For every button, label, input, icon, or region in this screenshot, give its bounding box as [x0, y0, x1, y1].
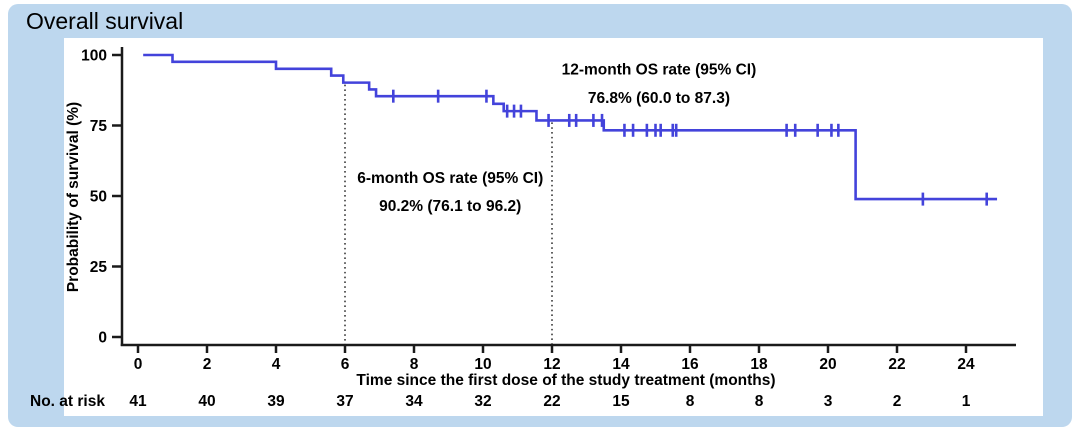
y-tick-label: 50: [90, 189, 107, 206]
y-tick-label: 75: [90, 118, 108, 135]
x-tick-label: 8: [410, 356, 419, 373]
x-tick-label: 18: [750, 356, 768, 373]
os-rate-annotation-line: 90.2% (76.1 to 96.2): [379, 198, 521, 215]
x-tick-label: 20: [819, 356, 836, 373]
at-risk-value: 41: [129, 393, 147, 410]
x-tick-label: 22: [888, 356, 905, 373]
at-risk-value: 2: [893, 393, 902, 410]
y-axis-title: Probability of survival (%): [65, 102, 82, 292]
at-risk-value: 8: [755, 393, 764, 410]
x-tick-label: 16: [681, 356, 699, 373]
x-tick-label: 12: [543, 356, 560, 373]
y-tick-label: 25: [90, 259, 108, 276]
y-tick-label: 0: [98, 330, 107, 347]
reference-lines-group: [344, 84, 553, 344]
os-rate-annotation-line: 6-month OS rate (95% CI): [357, 170, 543, 187]
plot-panel: [64, 38, 1043, 416]
at-risk-label: No. at risk: [30, 393, 105, 410]
annotations-group: 12-month OS rate (95% CI) 76.8% (60.0 to …: [357, 62, 756, 215]
y-tick-label: 100: [81, 48, 107, 65]
at-risk-value: 3: [824, 393, 833, 410]
figure-title: Overall survival: [26, 8, 183, 34]
x-tick-label: 14: [612, 356, 630, 373]
x-axis-title: Time since the first dose of the study t…: [356, 372, 775, 389]
x-tick-label: 6: [341, 356, 350, 373]
x-tick-label: 2: [203, 356, 212, 373]
at-risk-value: 40: [198, 393, 215, 410]
at-risk-value: 34: [405, 393, 423, 410]
os-rate-annotation-line: 76.8% (60.0 to 87.3): [588, 90, 730, 107]
survival-curve-group: [143, 53, 998, 206]
x-tick-label: 24: [957, 356, 975, 373]
km-step-curve: [143, 53, 998, 201]
os-rate-annotation-line: 12-month OS rate (95% CI): [562, 62, 757, 79]
at-risk-value: 15: [612, 393, 630, 410]
x-tick-label: 10: [474, 356, 491, 373]
at-risk-value: 39: [267, 393, 285, 410]
at-risk-value: 32: [474, 393, 491, 410]
at-risk-value: 22: [543, 393, 560, 410]
x-tick-label: 0: [134, 356, 143, 373]
at-risk-value: 1: [962, 393, 971, 410]
at-risk-value: 37: [336, 393, 353, 410]
at-risk-value: 8: [686, 393, 695, 410]
x-tick-label: 4: [272, 356, 281, 373]
at-risk-values-group: 41 40 39 37 34 32 22 15 8 8 3 2 1: [129, 393, 970, 410]
